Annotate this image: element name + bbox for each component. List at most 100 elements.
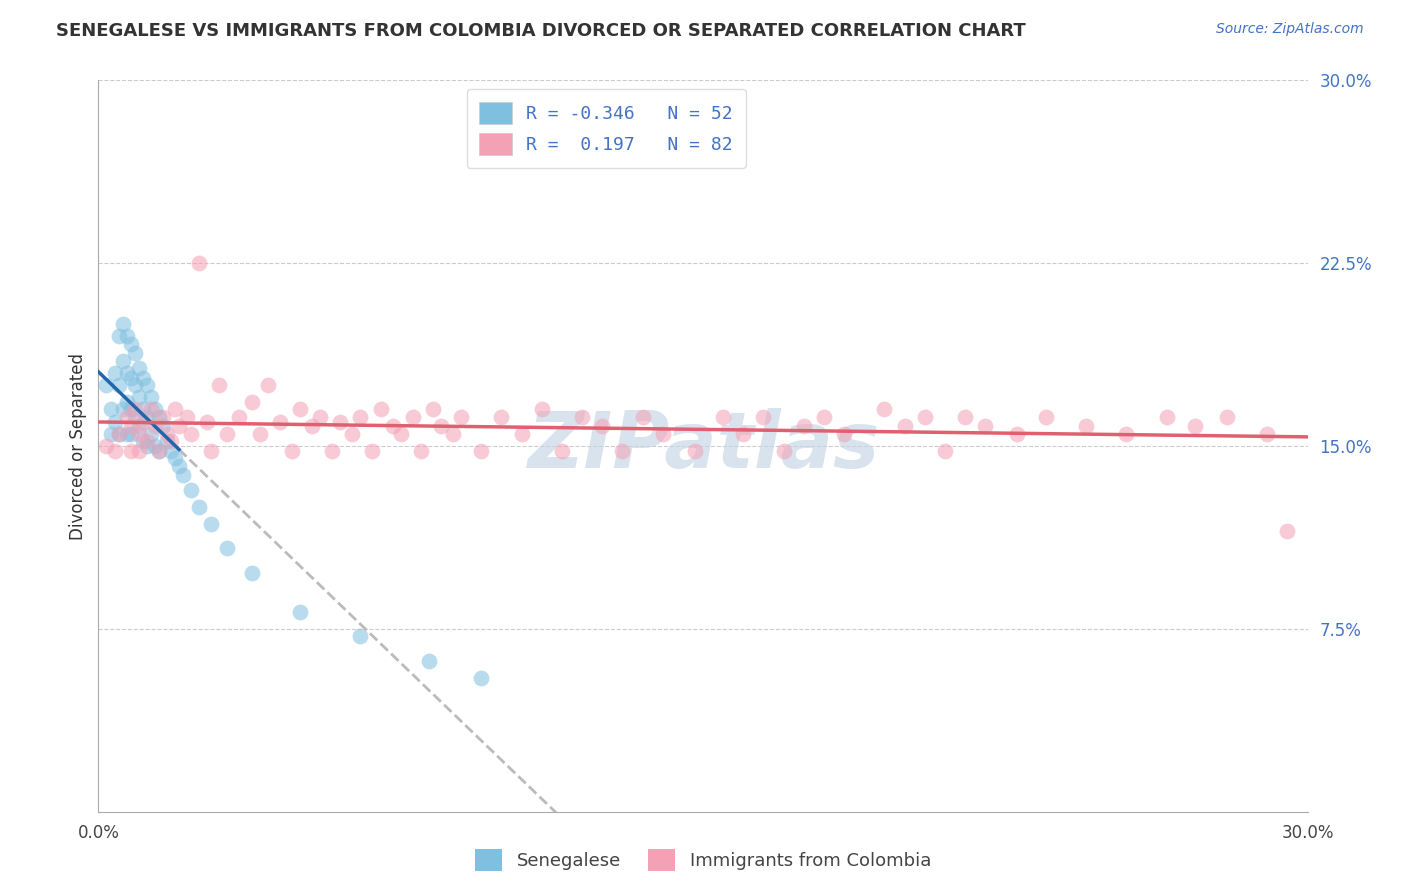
Point (135, 409, 157, 424)
Point (974, 419, 997, 434)
Point (120, 419, 142, 434)
Point (103, 415, 125, 429)
Point (200, 443, 222, 458)
Text: ZIPatlas: ZIPatlas (527, 408, 879, 484)
Point (176, 409, 198, 424)
Point (349, 629, 371, 643)
Point (217, 541, 239, 556)
Point (111, 317, 134, 331)
Point (370, 402, 392, 417)
Point (167, 419, 190, 434)
Point (195, 415, 218, 429)
Point (111, 402, 134, 417)
Point (143, 419, 166, 434)
Point (139, 426, 162, 441)
Point (128, 361, 150, 376)
Point (571, 409, 593, 424)
Point (530, 402, 553, 417)
Point (120, 402, 142, 417)
Point (143, 439, 166, 453)
Point (914, 409, 936, 424)
Point (217, 426, 239, 441)
Point (256, 378, 278, 392)
Y-axis label: Divorced or Separated: Divorced or Separated (69, 352, 87, 540)
Point (240, 395, 263, 409)
Point (200, 516, 222, 531)
Text: Source: ZipAtlas.com: Source: ZipAtlas.com (1216, 22, 1364, 37)
Point (124, 402, 146, 417)
Point (772, 443, 794, 458)
Point (132, 370, 155, 384)
Point (120, 336, 142, 351)
Point (115, 426, 138, 441)
Point (167, 458, 190, 473)
Point (172, 468, 194, 483)
Point (115, 329, 138, 343)
Point (128, 426, 150, 441)
Point (124, 378, 146, 392)
Point (128, 443, 150, 458)
Point (631, 409, 654, 424)
Point (120, 443, 142, 458)
Point (813, 409, 835, 424)
Point (107, 426, 129, 441)
Point (107, 329, 129, 343)
Point (124, 409, 146, 424)
Point (470, 443, 492, 458)
Point (115, 366, 138, 380)
Point (441, 426, 464, 441)
Legend: R = -0.346   N = 52, R =  0.197   N = 82: R = -0.346 N = 52, R = 0.197 N = 82 (467, 89, 745, 168)
Point (1256, 426, 1278, 441)
Point (132, 402, 155, 417)
Point (160, 434, 183, 449)
Point (135, 434, 157, 449)
Point (832, 426, 855, 441)
Point (135, 439, 157, 453)
Point (249, 426, 271, 441)
Point (139, 402, 162, 417)
Point (148, 443, 170, 458)
Point (1216, 409, 1239, 424)
Point (152, 409, 174, 424)
Point (1007, 426, 1029, 441)
Point (180, 426, 202, 441)
Point (402, 409, 425, 424)
Point (143, 402, 166, 417)
Point (873, 402, 896, 417)
Point (156, 426, 179, 441)
Point (418, 654, 440, 668)
Point (148, 443, 170, 458)
Point (893, 419, 915, 434)
Point (148, 409, 170, 424)
Point (96, 378, 118, 392)
Point (240, 566, 263, 580)
Point (135, 378, 157, 392)
Point (156, 434, 179, 449)
Point (160, 443, 183, 458)
Point (389, 426, 412, 441)
Point (349, 409, 371, 424)
Point (430, 419, 453, 434)
Point (132, 415, 155, 429)
Point (120, 426, 142, 441)
Point (1074, 419, 1097, 434)
Point (329, 415, 352, 429)
Point (510, 426, 533, 441)
Point (115, 395, 138, 409)
Point (733, 426, 755, 441)
Point (180, 483, 202, 497)
Point (100, 402, 122, 417)
Point (683, 443, 706, 458)
Point (793, 419, 815, 434)
Point (1277, 524, 1299, 539)
Point (281, 443, 304, 458)
Point (470, 671, 492, 685)
Point (612, 443, 634, 458)
Point (934, 443, 956, 458)
Point (1184, 419, 1206, 434)
Point (208, 378, 231, 392)
Point (188, 500, 211, 514)
Point (128, 419, 150, 434)
Point (152, 419, 174, 434)
Point (752, 409, 775, 424)
